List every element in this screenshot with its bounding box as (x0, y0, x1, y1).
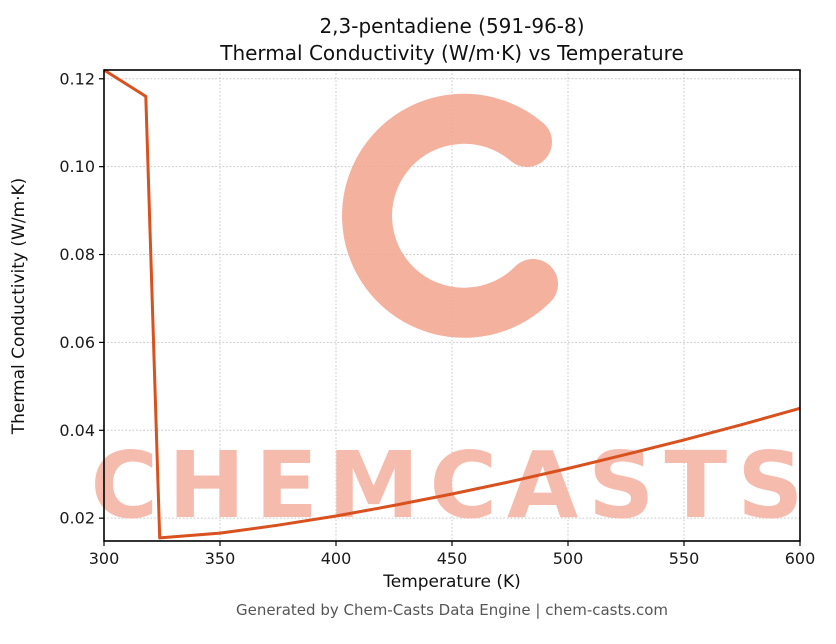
watermark-text: CHEMCASTS (91, 432, 814, 539)
x-axis-label: Temperature (K) (382, 572, 521, 592)
watermark: CHEMCASTS (91, 93, 814, 539)
chart-subtitle: Thermal Conductivity (W/m·K) vs Temperat… (219, 41, 684, 65)
chart-title: 2,3-pentadiene (591-96-8) (319, 14, 584, 38)
tick-labels: 300 350 400 450 500 550 600 0.02 0.04 0.06 0.08 0.1… (59, 69, 815, 568)
x-tick-label: 300 (89, 549, 120, 568)
y-tick-label: 0.10 (59, 157, 95, 176)
data-series (103, 68, 801, 540)
y-axis-label: Thermal Conductivity (W/m·K) (9, 178, 29, 436)
y-tick-label: 0.02 (59, 509, 95, 528)
y-tick-label: 0.12 (59, 69, 95, 88)
x-tick-label: 400 (321, 549, 352, 568)
axis-ticks (99, 78, 801, 546)
x-tick-label: 600 (785, 549, 816, 568)
x-tick-label: 450 (437, 549, 468, 568)
footer-text: Generated by Chem-Casts Data Engine | ch… (236, 601, 668, 619)
y-tick-label: 0.08 (59, 245, 95, 264)
x-tick-label: 500 (553, 549, 584, 568)
y-tick-label: 0.06 (59, 333, 95, 352)
x-tick-label: 350 (205, 549, 236, 568)
chemcasts-logo-icon (342, 93, 558, 338)
thermal-conductivity-line (103, 68, 801, 540)
y-tick-label: 0.04 (59, 421, 95, 440)
x-tick-label: 550 (669, 549, 700, 568)
